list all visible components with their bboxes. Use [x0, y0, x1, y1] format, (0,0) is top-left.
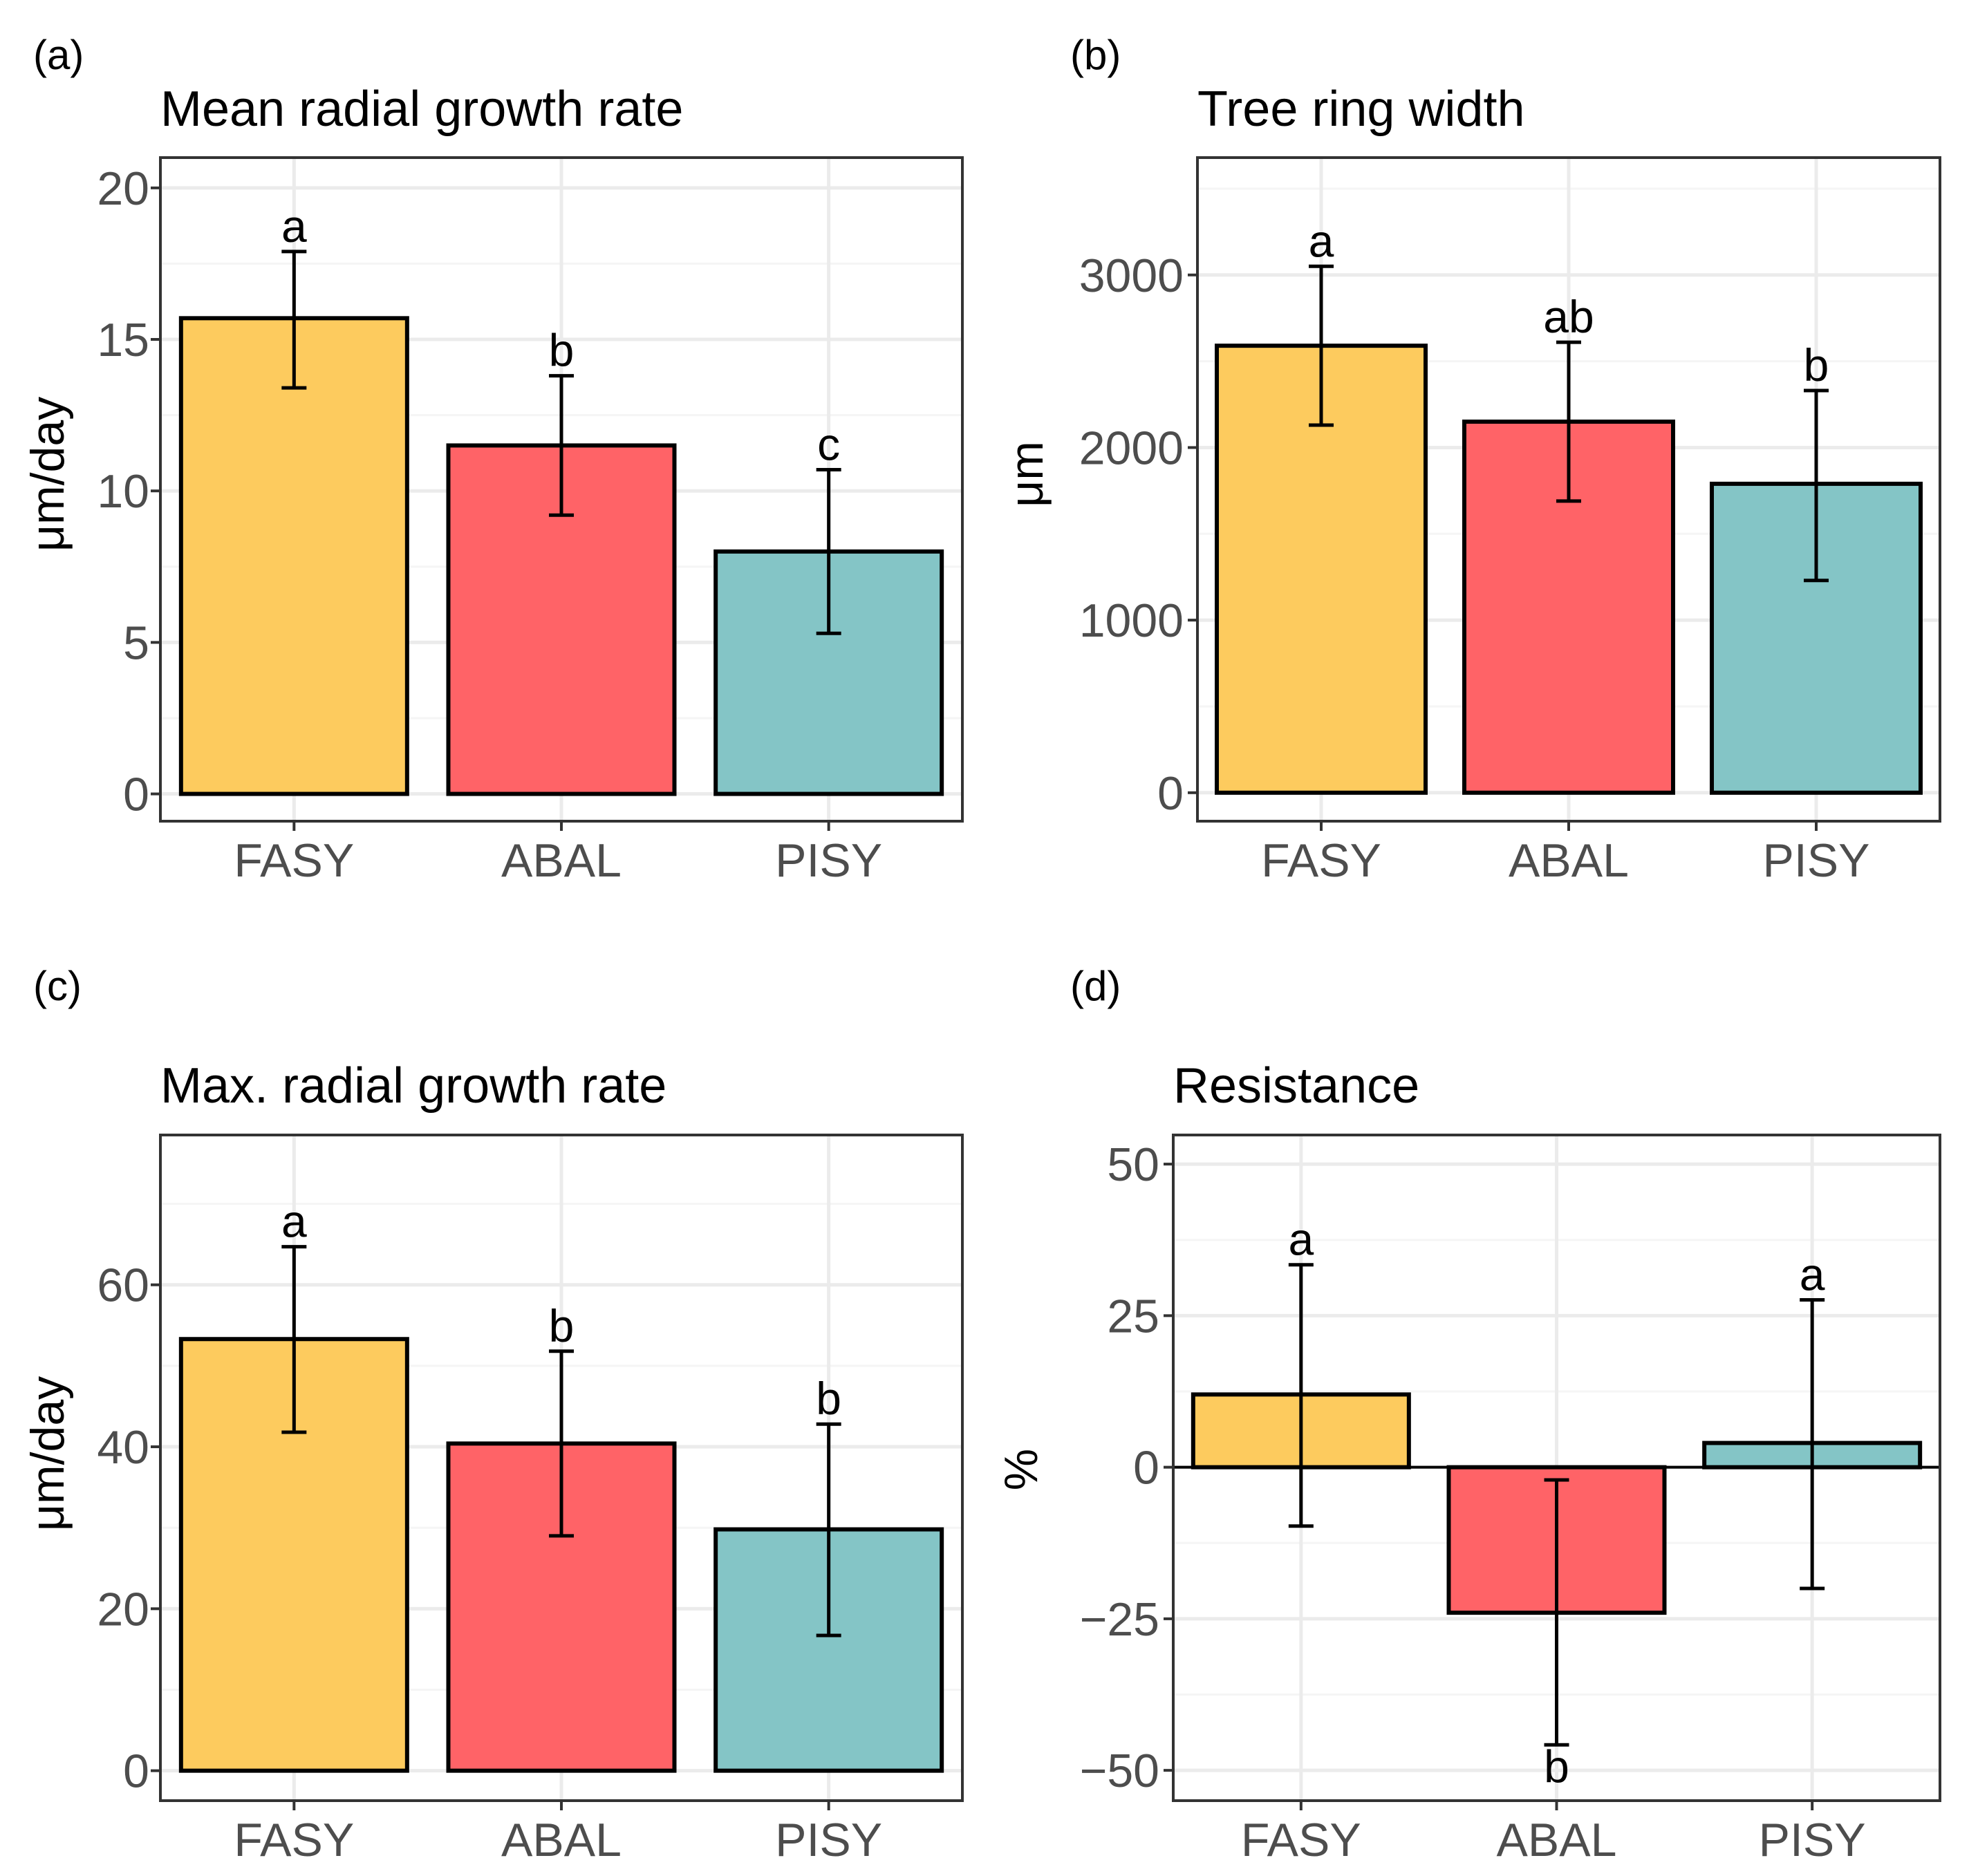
significance-label-abal: b [549, 1300, 575, 1351]
x-tick-label-pisy: PISY [775, 1814, 882, 1866]
panel-a-title: Mean radial growth rate [160, 82, 683, 137]
panel-b: (b) Tree ring width μm [1000, 32, 1525, 507]
x-tick-label-fasy: FASY [1261, 834, 1381, 887]
significance-label-fasy: a [281, 200, 307, 252]
panel-c-title: Max. radial growth rate [160, 1058, 666, 1114]
panel-c-y-axis-title: μm/day [21, 1376, 74, 1531]
significance-label-abal: ab [1543, 291, 1594, 342]
x-tick-label-fasy: FASY [1241, 1814, 1361, 1866]
panel-b-title: Tree ring width [1197, 82, 1525, 137]
error-bar-pisy [1800, 1298, 1825, 1591]
plot-a: 0 5 10 15 20 a b c FASY ABAL PISY [97, 156, 964, 887]
error-bar-abal [1556, 340, 1581, 503]
plot-c-y-tick-label: 20 [97, 1583, 149, 1635]
error-bar-pisy [1804, 388, 1829, 583]
significance-label-pisy: c [817, 419, 840, 470]
panel-d: (d) Resistance % [995, 963, 1419, 1490]
error-bar-abal [549, 1349, 574, 1538]
x-tick-label-fasy: FASY [234, 1814, 354, 1866]
x-tick-label-abal: ABAL [501, 1814, 622, 1866]
plot-d-y-tick-label: −25 [1080, 1593, 1159, 1646]
error-bar-pisy [816, 1422, 841, 1638]
plot-b-y-tick-label: 2000 [1079, 422, 1184, 474]
plot-c-border [159, 1134, 964, 1802]
x-tick-label-pisy: PISY [1759, 1814, 1866, 1866]
panel-b-tag: (b) [1070, 32, 1121, 78]
panel-c-tag: (c) [33, 963, 82, 1009]
panel-d-title: Resistance [1173, 1058, 1419, 1114]
significance-label-fasy: a [1288, 1214, 1314, 1265]
plot-c-y-tick-label: 0 [123, 1745, 149, 1798]
error-bar-fasy [281, 1245, 307, 1434]
plot-c-y-tick-label: 40 [97, 1421, 149, 1474]
plot-a-border [159, 156, 964, 823]
error-bar-pisy [816, 468, 841, 635]
panel-b-y-axis-title: μm [1000, 441, 1053, 507]
significance-label-pisy: a [1800, 1249, 1825, 1300]
plot-b: 0 1000 2000 3000 a ab b FASY ABAL PISY [1079, 156, 1941, 887]
plot-a-y-tick-label: 0 [123, 769, 149, 821]
plot-d-border [1172, 1134, 1941, 1802]
plot-d-y-tick-label: 25 [1107, 1290, 1159, 1342]
x-tick-label-pisy: PISY [775, 834, 882, 887]
plot-d: −50 −25 0 25 50 a b a FASY ABAL PISY [1080, 1134, 1941, 1866]
significance-label-abal: b [549, 325, 575, 376]
plot-c: 0 20 40 60 a b b FASY ABAL PISY [97, 1134, 964, 1866]
significance-label-fasy: a [1309, 215, 1334, 266]
x-tick-label-abal: ABAL [1509, 834, 1629, 887]
significance-label-pisy: b [816, 1373, 841, 1424]
x-tick-label-pisy: PISY [1763, 834, 1870, 887]
plot-a-y-tick-label: 20 [97, 162, 149, 215]
panel-a-tag: (a) [33, 32, 84, 78]
plot-d-y-tick-label: 50 [1107, 1138, 1159, 1191]
panel-d-tag: (d) [1070, 963, 1121, 1009]
plot-d-y-tick-label: −50 [1080, 1745, 1159, 1797]
significance-label-abal: b [1544, 1741, 1569, 1792]
plot-b-y-tick-label: 0 [1157, 767, 1184, 820]
panel-c: (c) Max. radial growth rate μm/day [21, 963, 666, 1531]
plot-a-y-tick-label: 10 [97, 465, 149, 518]
plot-b-border [1196, 156, 1941, 823]
plot-b-y-tick-label: 1000 [1079, 594, 1184, 647]
panel-d-y-axis-title: % [995, 1449, 1047, 1490]
x-tick-label-fasy: FASY [234, 834, 354, 887]
significance-label-pisy: b [1804, 339, 1829, 391]
significance-label-fasy: a [281, 1196, 307, 1247]
bar-fasy [178, 316, 409, 796]
error-bar-fasy [281, 250, 307, 390]
plot-a-y-tick-label: 15 [97, 314, 149, 366]
error-bar-fasy [1309, 264, 1334, 427]
error-bar-abal [1544, 1478, 1569, 1747]
x-tick-label-abal: ABAL [1497, 1814, 1617, 1866]
panel-a-y-axis-title: μm/day [21, 397, 74, 552]
panel-a: (a) Mean radial growth rate μm/day [21, 32, 683, 552]
error-bar-abal [549, 374, 574, 517]
x-tick-label-abal: ABAL [501, 834, 622, 887]
plot-b-y-tick-label: 3000 [1079, 250, 1184, 302]
plot-a-y-tick-label: 5 [123, 617, 149, 669]
plot-d-y-tick-label: 0 [1133, 1442, 1159, 1494]
error-bar-fasy [1288, 1263, 1314, 1528]
plot-c-y-tick-label: 60 [97, 1259, 149, 1312]
